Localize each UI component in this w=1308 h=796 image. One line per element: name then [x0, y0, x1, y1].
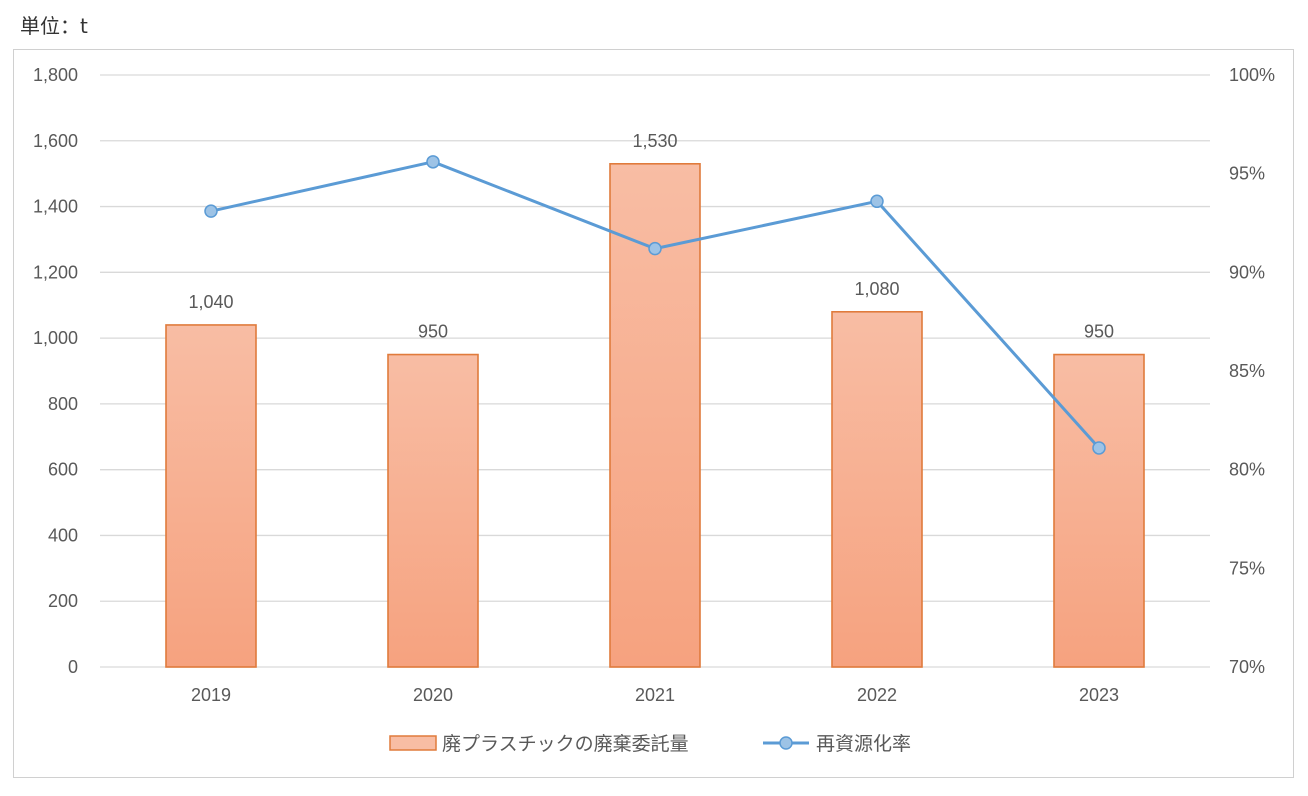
line-point [426, 155, 440, 169]
x-tick-label: 2022 [857, 685, 897, 705]
legend-line-label: 再資源化率 [816, 733, 911, 755]
legend-bar-label: 廃プラスチックの廃棄委託量 [442, 733, 689, 755]
left-tick-label: 400 [48, 525, 78, 545]
line-series [204, 155, 1106, 455]
right-tick-label: 80% [1229, 460, 1265, 480]
right-tick-label: 85% [1229, 361, 1265, 381]
bar-data-labels: 1,040 950 1,530 1,080 950 [188, 131, 1114, 342]
line-point [648, 241, 662, 256]
left-tick-label: 800 [48, 394, 78, 414]
right-axis-ticks: 70% 75% 80% 85% 90% 95% 100% [1229, 65, 1275, 677]
left-tick-label: 1,800 [33, 65, 78, 85]
right-tick-label: 100% [1229, 65, 1275, 85]
line-point [1092, 441, 1106, 455]
line-point [870, 194, 884, 209]
x-tick-label: 2019 [191, 685, 231, 705]
left-tick-label: 1,400 [33, 197, 78, 217]
bar-data-label: 950 [418, 322, 448, 342]
left-axis-ticks: 0 200 400 600 800 1,000 1,200 1,400 1,600 1,800 [33, 65, 78, 677]
legend: 廃プラスチックの廃棄委託量 再資源化率 [389, 733, 911, 755]
left-tick-label: 1,200 [33, 262, 78, 282]
x-tick-label: 2020 [413, 685, 453, 705]
left-tick-label: 200 [48, 591, 78, 611]
left-tick-label: 1,600 [33, 131, 78, 151]
legend-line-marker [779, 736, 793, 750]
bar-data-label: 1,530 [632, 131, 677, 151]
bar [831, 310, 923, 668]
right-tick-label: 75% [1229, 558, 1265, 578]
x-axis-ticks: 2019 2020 2021 2022 2023 [191, 685, 1119, 705]
line-point [204, 204, 218, 218]
bar [1053, 353, 1145, 668]
left-tick-label: 1,000 [33, 328, 78, 348]
unit-label: 単位：t [20, 14, 88, 38]
bar [609, 163, 701, 668]
left-tick-label: 600 [48, 460, 78, 480]
bar-data-label: 950 [1084, 322, 1114, 342]
bar-data-label: 1,040 [188, 292, 233, 312]
legend-bar-swatch [389, 735, 437, 751]
bar-series [165, 163, 1145, 668]
bar-data-label: 1,080 [854, 279, 899, 299]
right-tick-label: 95% [1229, 164, 1265, 184]
right-tick-label: 90% [1229, 262, 1265, 282]
bar [165, 324, 257, 668]
bar [387, 353, 479, 668]
x-tick-label: 2023 [1079, 685, 1119, 705]
left-tick-label: 0 [68, 657, 78, 677]
x-tick-label: 2021 [635, 685, 675, 705]
right-tick-label: 70% [1229, 657, 1265, 677]
